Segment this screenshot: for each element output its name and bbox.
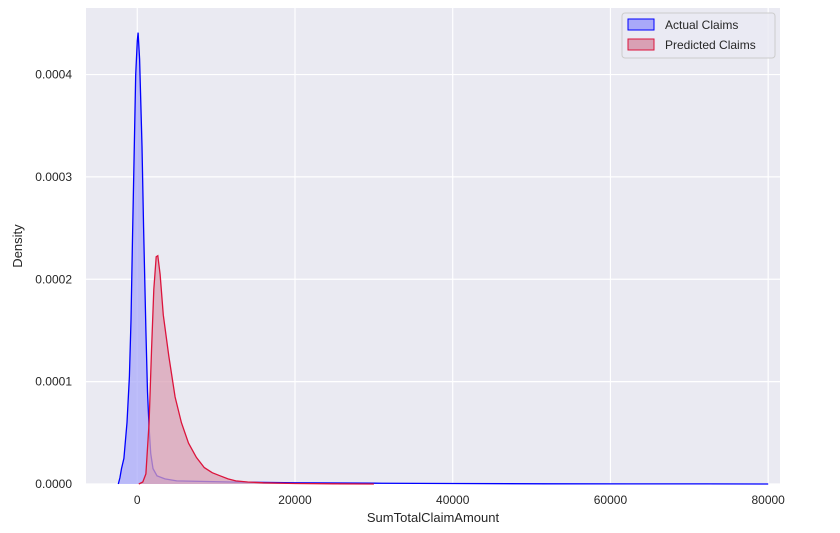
axis-tick-labels: 0 20000 40000 60000 80000 0.0000 0.0001 0.0002 0…: [35, 68, 785, 507]
legend-swatch: [627, 38, 655, 51]
density-line-actual-claims: [117, 32, 769, 485]
y-axis-title: Density: [10, 224, 25, 268]
x-tick-label: 0: [134, 493, 141, 507]
series-layer: [117, 32, 769, 485]
y-tick-label: 0.0001: [35, 375, 72, 389]
y-tick-label: 0.0004: [35, 68, 72, 82]
x-tick-label: 40000: [436, 493, 470, 507]
x-axis-title: SumTotalClaimAmount: [367, 510, 500, 525]
legend-swatch: [627, 18, 655, 31]
x-tick-label: 20000: [278, 493, 312, 507]
legend-frame: [621, 12, 776, 59]
density-area-predicted-claims: [138, 255, 374, 484]
density-line-predicted-claims: [138, 254, 374, 485]
plot-background: [86, 8, 780, 484]
legend-label: Actual Claims: [665, 18, 738, 32]
x-tick-label: 60000: [594, 493, 628, 507]
y-tick-label: 0.0000: [35, 477, 72, 491]
x-tick-label: 80000: [751, 493, 785, 507]
legend: Actual Claims Predicted Claims: [621, 12, 776, 59]
legend-label: Predicted Claims: [665, 38, 756, 52]
y-tick-label: 0.0002: [35, 272, 72, 286]
y-tick-label: 0.0003: [35, 170, 72, 184]
